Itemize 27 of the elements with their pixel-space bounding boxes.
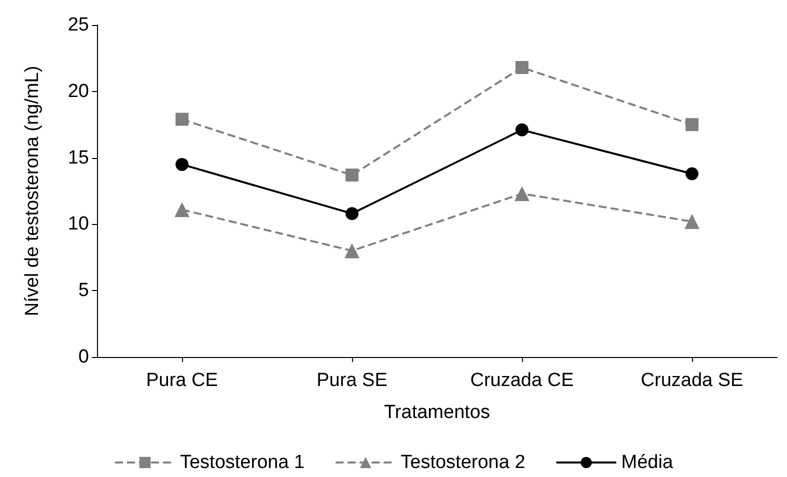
y-tick-label: 25 <box>68 14 89 36</box>
x-tick-label: Pura SE <box>316 370 388 391</box>
x-tick-label: Pura CE <box>146 370 218 391</box>
x-axis-title: Tratamentos <box>384 402 490 423</box>
point <box>346 168 358 182</box>
point <box>516 123 528 136</box>
y-tick-label: 15 <box>68 147 89 168</box>
y-tick-label: 5 <box>78 280 89 302</box>
x-tick-label: Cruzada CE <box>470 370 574 391</box>
legend-label: Testosterona 1 <box>180 452 305 473</box>
point <box>514 186 530 202</box>
y-axis-title: Nível de testosterona (ng/mL) <box>22 66 43 316</box>
point <box>684 214 700 230</box>
point <box>686 118 698 132</box>
x-tick-label: Cruzada SE <box>640 370 744 391</box>
point <box>176 112 188 126</box>
point <box>346 207 358 220</box>
y-tick-label: 0 <box>78 346 89 368</box>
legend-label: Média <box>621 452 674 473</box>
point <box>174 202 190 218</box>
point <box>176 158 188 171</box>
point <box>516 60 528 74</box>
point <box>344 243 360 258</box>
y-tick-label: 10 <box>68 214 89 235</box>
y-tick-label: 20 <box>68 80 89 102</box>
point <box>686 167 698 180</box>
legend-label: Testosterona 2 <box>400 452 526 473</box>
